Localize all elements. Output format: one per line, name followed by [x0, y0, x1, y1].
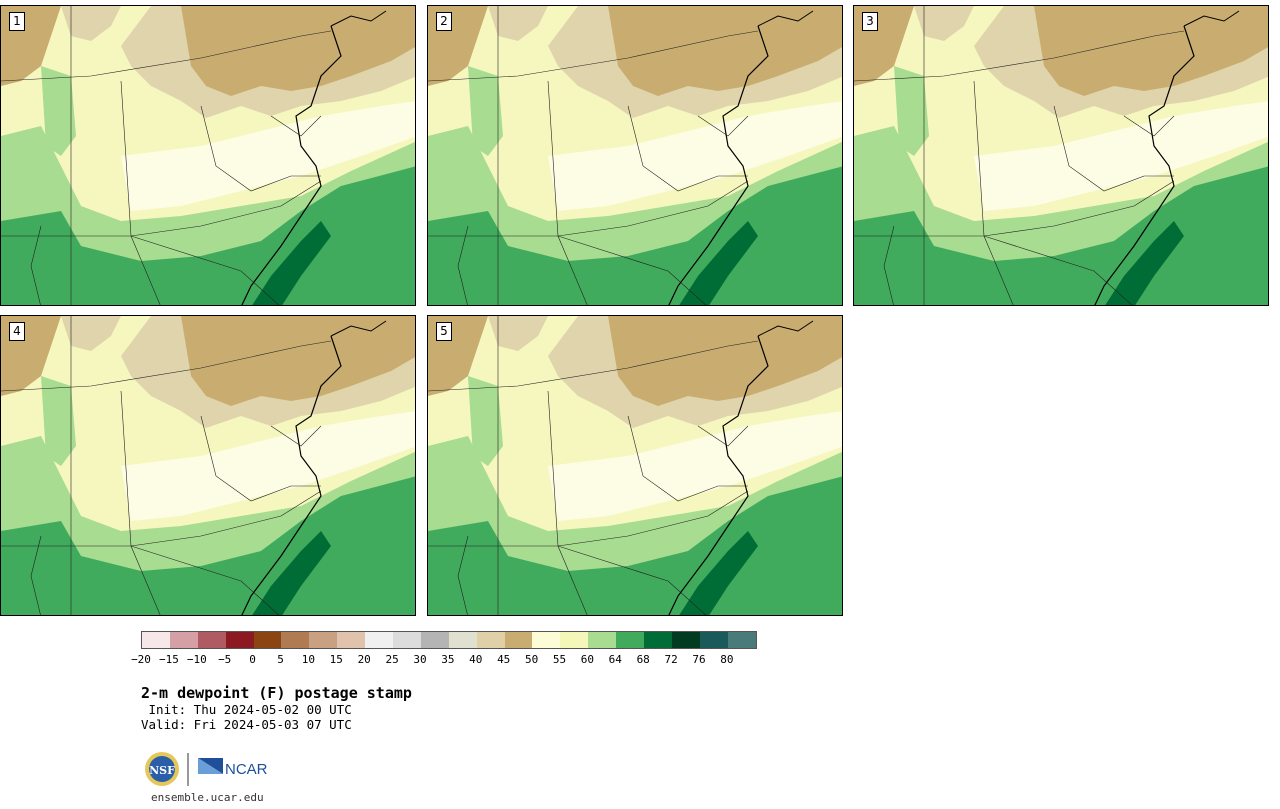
panel-number: 2 [436, 12, 452, 31]
colorbar-tick-label: 50 [524, 653, 539, 666]
colorbar-tick-label: 0 [249, 653, 256, 666]
colorbar-tick-label: 15 [329, 653, 343, 666]
colorbar-swatch [309, 632, 338, 648]
colorbar-tick-label: 20 [357, 653, 371, 666]
colorbar-tick-label: 76 [692, 653, 706, 666]
colorbar-tick-label: 10 [301, 653, 316, 666]
colorbar-swatch [476, 632, 505, 648]
colorbar-swatch [504, 632, 533, 648]
colorbar-tick-label: 30 [413, 653, 427, 666]
colorbar-swatch [699, 632, 728, 648]
map-panel-4: 4 [0, 315, 416, 616]
colorbar-swatch [644, 632, 672, 648]
init-time: Init: Thu 2024-05-02 00 UTC [141, 702, 352, 717]
colorbar-tick-label: 72 [664, 653, 678, 666]
colorbar-swatch [532, 632, 561, 648]
colorbar-tick-label: 68 [636, 653, 650, 666]
colorbar-tick-label: 80 [720, 653, 734, 666]
colorbar-tick-label: −15 [158, 653, 179, 666]
colorbar-swatch [253, 632, 282, 648]
colorbar-tick-label: 40 [469, 653, 483, 666]
colorbar-tick-label: 45 [497, 653, 511, 666]
colorbar-tick-label: 5 [277, 653, 284, 666]
colorbar-tick-label: −10 [186, 653, 207, 666]
colorbar-swatch [448, 632, 477, 648]
colorbar-swatch [169, 632, 198, 648]
colorbar-tick-label: −20 [131, 653, 151, 666]
valid-time: Valid: Fri 2024-05-03 07 UTC [141, 717, 352, 732]
map-panel-1: 1 [0, 5, 416, 306]
colorbar-tick-label: 64 [608, 653, 622, 666]
colorbar-swatch [337, 632, 366, 648]
colorbar-swatch [616, 632, 645, 648]
colorbar-tick-label: 60 [580, 653, 595, 666]
panel-number: 1 [9, 12, 25, 31]
map-panel-5: 5 [427, 315, 843, 616]
map-panel-2: 2 [427, 5, 843, 306]
nsf-logo: NSF [145, 752, 179, 786]
panel-number: 3 [862, 12, 878, 31]
ncar-logo: NCAR [198, 758, 268, 778]
colorbar-swatch [588, 632, 617, 648]
colorbar-tick-label: −5 [218, 653, 232, 666]
colorbar-tick-label: 35 [441, 653, 455, 666]
colorbar-swatch [393, 632, 421, 648]
colorbar-swatch [560, 632, 589, 648]
colorbar-swatch [671, 632, 700, 648]
colorbar-swatch [727, 632, 756, 648]
chart-title: 2-m dewpoint (F) postage stamp [141, 684, 412, 702]
logos: NSF NCAR [143, 750, 278, 790]
dewpoint-map [1, 6, 415, 305]
dewpoint-map [1, 316, 415, 615]
map-panel-3: 3 [853, 5, 1269, 306]
colorbar [141, 631, 757, 649]
colorbar-swatch [281, 632, 310, 648]
colorbar-swatch [420, 632, 449, 648]
site-url[interactable]: ensemble.ucar.edu [151, 791, 264, 804]
panel-number: 5 [436, 322, 452, 341]
nsf-logo-text: NSF [149, 764, 175, 777]
colorbar-swatch [197, 632, 226, 648]
colorbar-tick-label: 55 [552, 653, 567, 666]
colorbar-tick-label: 25 [385, 653, 399, 666]
colorbar-ticks: −20 −15 −10 −5 0 5 10 15 20 25 30 35 40 45 50 55 60 64 68 7… [131, 653, 756, 667]
panel-number: 4 [9, 322, 25, 341]
dewpoint-map [854, 6, 1268, 305]
dewpoint-map [428, 6, 842, 305]
colorbar-swatch [225, 632, 254, 648]
dewpoint-map [428, 316, 842, 615]
ncar-logo-text: NCAR [225, 761, 268, 778]
colorbar-swatch [365, 632, 394, 648]
colorbar-swatch [142, 632, 170, 648]
